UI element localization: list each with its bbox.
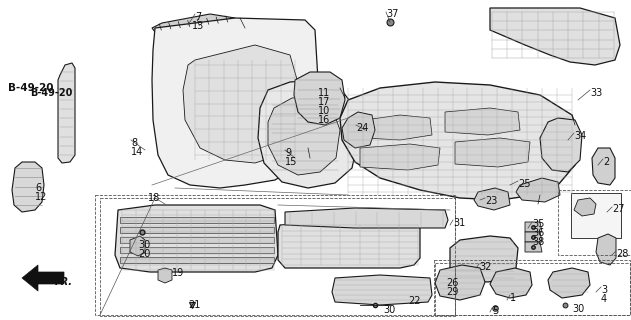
Text: 11: 11 [318, 88, 330, 98]
Text: 3: 3 [601, 285, 607, 295]
Polygon shape [268, 97, 340, 175]
Text: FR.: FR. [55, 277, 73, 287]
Polygon shape [490, 268, 532, 298]
Polygon shape [365, 115, 432, 140]
Bar [435, 263, 630, 315]
Polygon shape [340, 82, 580, 200]
Text: 18: 18 [148, 193, 160, 203]
Polygon shape [596, 234, 616, 265]
Text: 24: 24 [356, 123, 369, 133]
Text: 37: 37 [386, 9, 398, 19]
Polygon shape [278, 220, 420, 268]
Polygon shape [120, 237, 274, 243]
Polygon shape [120, 247, 274, 253]
Text: 7: 7 [195, 12, 201, 22]
Polygon shape [435, 265, 485, 300]
Text: 12: 12 [35, 192, 47, 202]
Text: 26: 26 [446, 278, 458, 288]
Text: 38: 38 [532, 237, 545, 247]
Polygon shape [525, 222, 542, 232]
Text: 30: 30 [383, 305, 395, 315]
Bar [558, 190, 631, 255]
Polygon shape [450, 236, 518, 282]
Text: 23: 23 [485, 196, 497, 206]
Polygon shape [22, 265, 64, 291]
Polygon shape [130, 236, 145, 256]
Text: 35: 35 [532, 219, 545, 229]
Polygon shape [152, 14, 235, 36]
Text: 30: 30 [138, 240, 150, 250]
Text: 19: 19 [172, 268, 184, 278]
Text: 8: 8 [131, 138, 137, 148]
Bar [434, 260, 630, 315]
Bar [571, 193, 621, 238]
Polygon shape [474, 188, 510, 210]
Text: 34: 34 [574, 131, 586, 141]
Polygon shape [540, 118, 582, 172]
Text: 10: 10 [318, 106, 330, 116]
Polygon shape [548, 268, 590, 298]
Text: 17: 17 [318, 97, 331, 107]
Polygon shape [574, 198, 596, 216]
Polygon shape [525, 232, 542, 242]
Text: 30: 30 [572, 304, 584, 314]
Text: 28: 28 [616, 249, 628, 259]
Bar [95, 195, 455, 315]
Polygon shape [294, 72, 345, 125]
Polygon shape [120, 227, 274, 233]
Text: 21: 21 [188, 300, 201, 310]
Polygon shape [183, 45, 300, 163]
Polygon shape [342, 112, 375, 148]
Text: 25: 25 [518, 179, 531, 189]
Polygon shape [152, 18, 318, 188]
Text: 27: 27 [612, 204, 625, 214]
Text: 29: 29 [446, 287, 458, 297]
Polygon shape [12, 162, 44, 212]
Text: 16: 16 [318, 115, 330, 125]
Text: 36: 36 [532, 228, 545, 238]
Text: 6: 6 [35, 183, 41, 193]
Polygon shape [592, 148, 615, 185]
Text: 14: 14 [131, 147, 143, 157]
Polygon shape [332, 275, 432, 305]
Text: 2: 2 [603, 157, 610, 167]
Text: B-49-20: B-49-20 [30, 88, 73, 98]
Polygon shape [120, 217, 274, 223]
Bar [100, 198, 455, 316]
Text: 5: 5 [492, 306, 498, 316]
Polygon shape [120, 257, 274, 263]
Polygon shape [490, 8, 620, 65]
Polygon shape [158, 268, 172, 283]
Polygon shape [445, 108, 520, 135]
Text: 13: 13 [192, 21, 204, 31]
Polygon shape [525, 242, 542, 252]
Text: 15: 15 [285, 157, 297, 167]
Text: 1: 1 [510, 293, 516, 303]
Text: 4: 4 [601, 294, 607, 304]
Polygon shape [58, 63, 75, 163]
Text: 22: 22 [408, 296, 420, 306]
Polygon shape [360, 144, 440, 170]
Text: 20: 20 [138, 249, 150, 259]
Text: 33: 33 [590, 88, 602, 98]
Polygon shape [455, 138, 530, 167]
Text: B-49-20: B-49-20 [8, 83, 54, 93]
Polygon shape [115, 205, 278, 272]
Text: 9: 9 [285, 148, 291, 158]
Polygon shape [516, 178, 560, 202]
Text: 31: 31 [453, 218, 465, 228]
Polygon shape [258, 80, 358, 188]
Polygon shape [285, 208, 448, 228]
Text: 32: 32 [479, 262, 492, 272]
